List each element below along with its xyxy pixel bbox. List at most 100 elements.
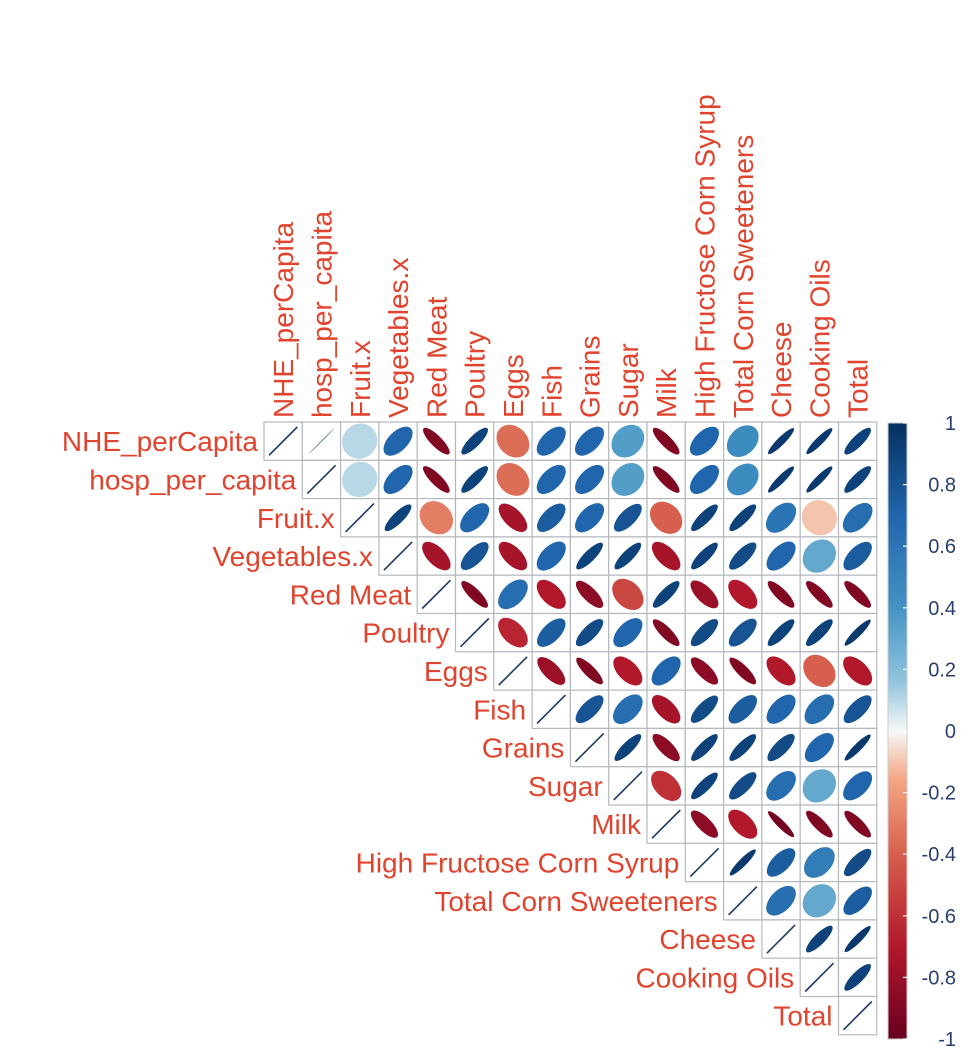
ellipse-total-corn-sweeteners-total <box>842 885 873 916</box>
diag-sugar <box>613 771 643 801</box>
ellipse-hosp-per-capita-high-fructose-corn-syrup <box>689 464 720 495</box>
ellipse-fruit-x-fish <box>536 502 567 533</box>
ellipse-nhe-percapita-grains <box>574 426 605 457</box>
ellipse-poultry-total <box>844 619 872 647</box>
colorbar-tick-label: 1 <box>945 413 956 435</box>
col-label-sugar: Sugar <box>613 343 644 418</box>
ellipse-nhe-percapita-milk <box>652 427 681 456</box>
row-label-cheese: Cheese <box>659 924 756 955</box>
ellipse-high-fructose-corn-syrup-total <box>843 848 872 877</box>
ellipse-red-meat-milk <box>652 580 681 609</box>
ellipse-nhe-percapita-vegetables-x <box>382 426 414 457</box>
ellipse-vegetables-x-red-meat <box>421 541 452 571</box>
ellipse-cooking-oils-total <box>843 963 872 992</box>
col-label-hosp-per-capita: hosp_per_capita <box>306 211 337 418</box>
col-label-eggs: Eggs <box>498 354 529 418</box>
ellipse-milk-high-fructose-corn-syrup <box>690 809 719 839</box>
ellipse-fish-high-fructose-corn-syrup <box>690 695 719 724</box>
ellipse-vegetables-x-total-corn-sweeteners <box>728 541 757 571</box>
ellipse-sugar-cooking-oils <box>802 768 837 804</box>
ellipse-red-meat-eggs <box>497 578 529 610</box>
colorbar-tick-label: -0.8 <box>922 967 956 989</box>
diag-cheese <box>766 924 796 954</box>
row-label-fruit-x: Fruit.x <box>257 503 335 534</box>
ellipse-high-fructose-corn-syrup-cheese <box>766 847 796 878</box>
ellipse-fruit-x-sugar <box>613 503 643 533</box>
diag-hosp-per-capita <box>306 464 337 495</box>
col-label-high-fructose-corn-syrup: High Fructose Corn Syrup <box>689 94 720 418</box>
ellipse-nhe-percapita-sugar <box>610 424 645 459</box>
ellipse-eggs-sugar <box>612 655 643 687</box>
ellipse-fish-total-corn-sweeteners <box>727 694 758 725</box>
ellipse-fruit-x-total <box>842 502 874 534</box>
matrix-cells <box>263 421 878 1036</box>
ellipse-eggs-cooking-oils <box>802 654 837 688</box>
row-label-vegetables-x: Vegetables.x <box>213 541 373 572</box>
ellipse-vegetables-x-poultry <box>460 541 490 571</box>
ellipse-sugar-total-corn-sweeteners <box>728 771 757 801</box>
ellipse-sugar-total <box>842 770 873 801</box>
diag-fish <box>536 694 566 724</box>
ellipse-vegetables-x-eggs <box>498 541 528 571</box>
ellipse-fruit-x-cheese <box>765 502 797 534</box>
ellipse-sugar-milk <box>650 770 682 802</box>
diag-nhe-percapita <box>268 426 298 456</box>
ellipse-eggs-milk <box>651 655 682 687</box>
ellipse-hosp-per-capita-poultry <box>460 465 489 494</box>
ellipse-nhe-percapita-eggs <box>495 424 530 459</box>
ellipse-nhe-percapita-total <box>843 427 872 456</box>
ellipse-nhe-percapita-poultry <box>460 427 489 456</box>
colorbar-tick-label: -0.2 <box>922 783 956 805</box>
col-label-vegetables-x: Vegetables.x <box>383 258 414 418</box>
diag-total-corn-sweeteners <box>728 886 758 916</box>
ellipse-fruit-x-red-meat <box>419 500 454 536</box>
ellipse-poultry-sugar <box>612 617 643 648</box>
ellipse-nhe-percapita-cooking-oils <box>805 427 833 455</box>
ellipse-nhe-percapita-fruit-x <box>341 422 378 460</box>
row-label-red-meat: Red Meat <box>290 579 412 610</box>
ellipse-milk-total <box>843 810 872 839</box>
row-label-total-corn-sweeteners: Total Corn Sweeteners <box>434 886 717 917</box>
row-label-high-fructose-corn-syrup: High Fructose Corn Syrup <box>356 847 680 878</box>
col-label-milk: Milk <box>651 367 682 418</box>
col-label-fish: Fish <box>536 365 567 418</box>
ellipse-milk-cooking-oils <box>805 810 834 839</box>
row-label-milk: Milk <box>591 809 642 840</box>
ellipse-nhe-percapita-high-fructose-corn-syrup <box>689 426 720 457</box>
ellipse-grains-total-corn-sweeteners <box>728 733 757 762</box>
column-labels: NHE_perCapita hosp_per_capita Fruit.x Veget… <box>268 94 874 418</box>
ellipse-eggs-total-corn-sweeteners <box>728 657 757 685</box>
ellipse-fruit-x-total-corn-sweeteners <box>728 503 757 532</box>
row-labels: NHE_perCapita hosp_per_capita Fruit.x Veget… <box>62 426 833 1032</box>
colorbar-tick-label: 0.4 <box>928 598 956 620</box>
ellipse-nhe-percapita-fish <box>536 426 567 457</box>
diag-grains <box>574 732 605 763</box>
ellipse-hosp-per-capita-fruit-x <box>341 461 378 498</box>
diag-vegetables-x <box>383 541 413 571</box>
diag-high-fructose-corn-syrup <box>689 847 720 878</box>
ellipse-cheese-total <box>844 925 872 953</box>
col-label-grains: Grains <box>575 336 606 418</box>
colorbar-tick-label: 0.2 <box>928 659 956 681</box>
ellipse-fish-sugar <box>612 693 644 725</box>
ellipse-fish-total <box>843 694 873 724</box>
ellipse-milk-total-corn-sweeteners <box>727 809 758 840</box>
ellipse-red-meat-cheese <box>767 580 795 609</box>
ellipse-poultry-high-fructose-corn-syrup <box>690 618 719 647</box>
col-label-red-meat: Red Meat <box>421 296 452 418</box>
diag-total <box>842 1000 873 1031</box>
colorbar-tick-label: -0.4 <box>922 844 956 866</box>
ellipse-hosp-per-capita-sugar <box>610 462 645 497</box>
col-label-cooking-oils: Cooking Oils <box>804 259 835 418</box>
colorbar-tick-label: 0 <box>945 721 956 743</box>
ellipse-total-corn-sweeteners-cheese <box>765 885 797 917</box>
ellipse-vegetables-x-high-fructose-corn-syrup <box>690 542 719 570</box>
col-label-nhe-percapita: NHE_perCapita <box>268 221 299 418</box>
ellipse-poultry-cooking-oils <box>805 618 834 647</box>
ellipse-hosp-per-capita-total <box>843 465 872 494</box>
ellipse-grains-sugar <box>613 733 642 762</box>
ellipse-fruit-x-poultry <box>459 502 490 533</box>
ellipse-vegetables-x-fish <box>536 540 567 572</box>
row-label-grains: Grains <box>482 733 564 764</box>
